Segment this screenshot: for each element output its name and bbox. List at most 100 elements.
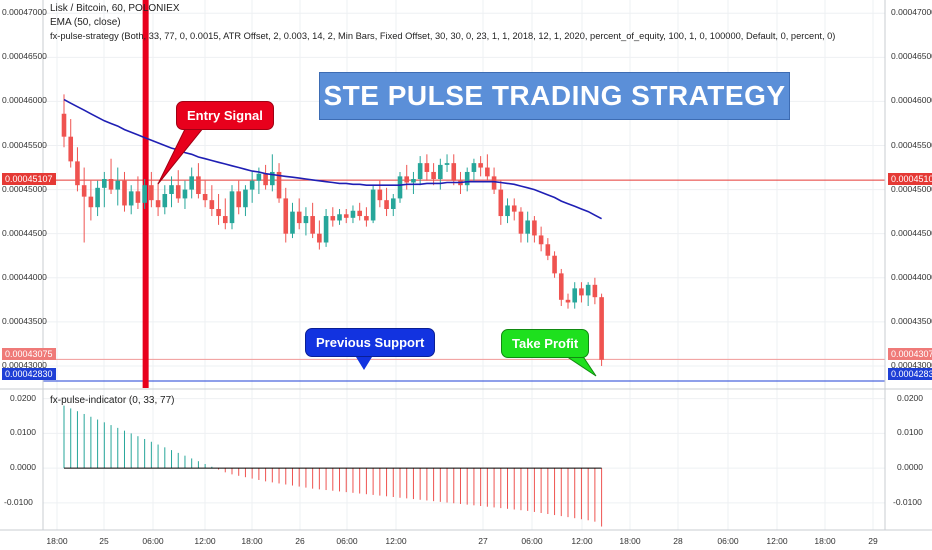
candle-body: [491, 176, 497, 190]
oscillator-tick-label: -0.0100: [893, 496, 922, 507]
oscillator-tick-label: 0.0100: [897, 427, 923, 438]
candle-body: [471, 163, 477, 172]
candle-body: [585, 284, 591, 296]
take-profit-price-badge-left: 0.00043075: [2, 348, 56, 360]
candle-body: [370, 189, 376, 221]
candle-body: [451, 163, 457, 181]
candle-body: [270, 171, 275, 186]
candle-body: [579, 288, 584, 296]
x-tick-label: 18:00: [814, 536, 836, 546]
candle-body: [444, 163, 450, 165]
y-tick-label: 0.00043000: [891, 359, 932, 370]
candle-body: [296, 211, 302, 224]
x-tick-label: 26: [295, 536, 305, 546]
legend-indicator: fx-pulse-indicator (0, 33, 77): [50, 395, 175, 406]
y-tick-label: 0.00045000: [891, 183, 932, 194]
candle-body: [337, 214, 342, 221]
x-tick-label: 18:00: [241, 536, 263, 546]
x-tick-label: 06:00: [521, 536, 543, 546]
x-tick-label: 18:00: [46, 536, 68, 546]
candle-body: [155, 200, 161, 208]
candle-body: [357, 210, 362, 217]
y-tick-label: 0.00044000: [891, 271, 932, 282]
candle-body: [485, 167, 490, 177]
candle-body: [323, 216, 329, 243]
x-tick-label: 29: [868, 536, 878, 546]
x-tick-label: 06:00: [336, 536, 358, 546]
x-tick-label: 25: [99, 536, 109, 546]
candle-body: [81, 185, 87, 197]
candle-body: [317, 233, 322, 243]
candle-body: [343, 214, 349, 218]
y-tick-label: 0.00046000: [891, 95, 932, 106]
take-profit-price-badge-right: 0.00043075: [888, 348, 932, 360]
strategy-banner: STE PULSE TRADING STRATEGY: [319, 72, 790, 120]
oscillator-tick-label: -0.0100: [4, 496, 33, 507]
y-tick-label: 0.00044500: [2, 227, 47, 238]
x-tick-label: 12:00: [194, 536, 216, 546]
legend-strategy: fx-pulse-strategy (Both, 33, 77, 0, 0.00…: [50, 31, 836, 41]
candle-body: [115, 180, 121, 190]
candle-body: [135, 191, 141, 203]
candle-body: [169, 185, 174, 194]
candle-body: [290, 211, 295, 234]
x-tick-label: 28: [673, 536, 683, 546]
candle-body: [350, 210, 356, 218]
candle-body: [377, 189, 383, 201]
x-tick-label: 06:00: [142, 536, 164, 546]
legend-ema: EMA (50, close): [50, 17, 121, 28]
x-tick-label: 12:00: [571, 536, 593, 546]
candle-body: [88, 196, 94, 208]
candle-body: [263, 173, 268, 186]
candle-body: [565, 299, 571, 303]
y-tick-label: 0.00045000: [2, 183, 47, 194]
y-tick-label: 0.00044000: [2, 271, 47, 282]
horizontal-lines: [43, 179, 885, 382]
candle-body: [222, 216, 228, 224]
candle-body: [404, 176, 410, 183]
candle-body: [68, 136, 74, 162]
candle-body: [498, 189, 504, 217]
oscillator-bars: [63, 405, 603, 527]
y-tick-label: 0.00046000: [2, 95, 47, 106]
candles: [61, 94, 604, 366]
x-tick-label: 12:00: [385, 536, 407, 546]
oscillator-tick-label: 0.0100: [10, 427, 36, 438]
candle-body: [384, 200, 389, 209]
entry-price-badge-left: 0.00045107: [2, 173, 56, 185]
oscillator-tick-label: 0.0000: [10, 462, 36, 473]
candle-body: [511, 205, 517, 212]
candle-body: [209, 200, 215, 209]
y-tick-label: 0.00047000: [891, 7, 932, 18]
entry-signal-label: Entry Signal: [176, 101, 274, 130]
candle-body: [599, 297, 604, 360]
previous-support-label: Previous Support: [305, 328, 436, 357]
candle-body: [431, 171, 436, 180]
support-price-badge-right: 0.00042830: [888, 368, 932, 380]
candle-body: [95, 187, 100, 208]
candle-body: [196, 176, 201, 194]
candle-body: [276, 171, 282, 199]
take-profit-label: Take Profit: [501, 329, 590, 358]
candle-body: [552, 255, 557, 274]
candle-body: [102, 179, 107, 188]
candle-body: [364, 216, 369, 221]
candle-body: [162, 194, 168, 208]
oscillator-tick-label: 0.0200: [897, 392, 923, 403]
candle-body: [464, 171, 470, 186]
candle-body: [390, 198, 396, 209]
candle-body: [243, 189, 248, 208]
candle-body: [61, 113, 67, 137]
candle-body: [417, 163, 423, 180]
candle-body: [532, 220, 537, 236]
candle-body: [175, 185, 181, 199]
y-tick-label: 0.00043000: [2, 359, 47, 370]
x-tick-label: 06:00: [717, 536, 739, 546]
support-price-badge-left: 0.00042830: [2, 368, 56, 380]
candle-body: [202, 194, 208, 201]
candle-body: [229, 191, 235, 224]
candle-body: [411, 179, 416, 183]
entry-price-badge-right: 0.00045107: [888, 173, 932, 185]
candle-body: [303, 216, 309, 224]
candle-body: [518, 211, 524, 234]
